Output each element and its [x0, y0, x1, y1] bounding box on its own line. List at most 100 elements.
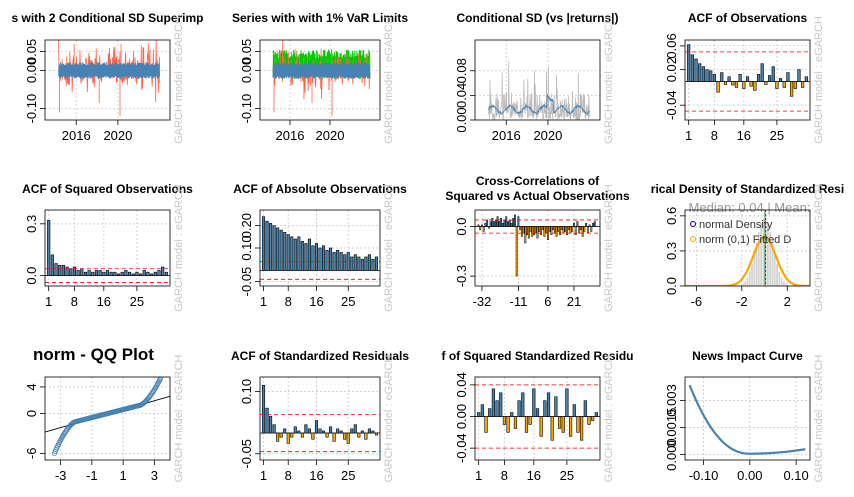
ccf-bar — [500, 218, 502, 227]
acf-bar — [98, 270, 102, 276]
x-tick-label: -11 — [509, 294, 527, 309]
acf-bar — [561, 416, 565, 433]
acf-bar — [269, 223, 273, 271]
plot-area — [475, 377, 600, 460]
acf-bar — [290, 432, 294, 438]
acf-bar — [801, 81, 805, 88]
acf-bar — [535, 408, 540, 417]
panel-title-line-2: Squared vs Actual Observations — [445, 189, 630, 203]
acf-bar — [153, 271, 157, 276]
acf-bar — [127, 271, 132, 276]
ccf-bar — [574, 226, 577, 236]
ccf-bar — [508, 219, 511, 227]
acf-bar — [367, 254, 371, 271]
panel-p8: normal Density norm (0,1) Fitted D Median:… — [651, 182, 844, 312]
acf-bar — [767, 75, 772, 82]
hist-bar — [787, 284, 790, 286]
x-tick-label: 16 — [737, 128, 751, 143]
side-watermark: GARCH model : eGARCH — [603, 16, 615, 144]
acf-bar — [367, 428, 371, 434]
acf-bar — [357, 256, 361, 271]
panel-title: ACF of Standardized Residuals — [231, 349, 409, 363]
acf-bar — [297, 430, 301, 434]
y-tick-label: 0.05 — [24, 39, 39, 64]
y-tick-label: 0.0015 — [664, 408, 679, 448]
ccf-bar — [576, 221, 579, 227]
acf-bar — [753, 81, 757, 91]
acf-bar — [105, 270, 110, 276]
x-tick-label: 25 — [130, 294, 144, 309]
y-tick-label: -0.10 — [24, 94, 39, 124]
acf-bar — [69, 268, 73, 276]
y-tick-label: 0.0 — [454, 217, 469, 235]
acf-bar — [131, 273, 135, 276]
acf-bar — [124, 270, 128, 276]
x-tick-label: 1 — [685, 128, 692, 143]
acf-bar — [325, 432, 329, 438]
x-tick-label: -1 — [86, 468, 98, 483]
acf-bar — [293, 426, 297, 434]
acf-bar — [698, 63, 702, 82]
acf-bar — [742, 81, 746, 89]
x-tick-label: 21 — [567, 294, 581, 309]
acf-bar — [318, 247, 322, 271]
plot-area — [260, 210, 380, 286]
acf-bar — [690, 54, 694, 82]
acf-bar — [734, 81, 739, 88]
acf-bar — [311, 432, 315, 440]
acf-bar — [350, 428, 354, 434]
y-tick-label: 0.04 — [454, 83, 469, 108]
acf-bar — [261, 384, 266, 434]
x-tick-label: 25 — [341, 468, 355, 483]
acf-bar — [712, 74, 716, 82]
acf-bar — [502, 416, 506, 425]
acf-bar — [300, 432, 304, 438]
acf-bar — [499, 392, 503, 417]
acf-bar — [786, 72, 790, 82]
acf-bar — [290, 236, 294, 271]
acf-bar — [311, 245, 315, 271]
panel-title: Cross-Correlations of — [476, 174, 600, 188]
panel-title: norm - QQ Plot — [33, 345, 154, 364]
plot-frame — [474, 39, 601, 121]
ccf-bar — [585, 222, 588, 227]
acf-bar — [139, 273, 143, 276]
panel-title: News Impact Curve — [692, 349, 803, 363]
side-watermark: GARCH model : eGARCH — [813, 16, 825, 144]
x-tick-label: 1 — [475, 468, 482, 483]
ccf-bar — [498, 221, 501, 227]
ccf-bar — [538, 226, 541, 232]
acf-bar — [572, 404, 576, 417]
y-tick-label: -6 — [24, 448, 39, 460]
acf-bar — [782, 81, 786, 88]
acf-bar — [723, 81, 728, 85]
acf-bar — [488, 408, 492, 417]
ccf-bar — [487, 226, 490, 229]
plot-area — [45, 377, 170, 460]
qq-point — [149, 390, 155, 396]
y-tick-label: 0.06 — [664, 33, 679, 58]
y-tick-label: 0.08 — [454, 58, 469, 83]
x-tick-label: 2016 — [492, 128, 521, 143]
x-tick-label: 8 — [711, 128, 718, 143]
acf-bar — [300, 240, 304, 271]
ccf-bar — [522, 226, 525, 234]
plot-frame — [684, 39, 811, 121]
acf-bar — [80, 268, 84, 276]
acf-bar — [304, 424, 308, 434]
legend-label: normal Density — [699, 219, 773, 231]
hist-bar — [780, 277, 783, 286]
ccf-bar — [545, 226, 548, 234]
acf-bar — [510, 412, 514, 417]
ccf-bar — [484, 222, 487, 227]
acf-bar — [161, 266, 165, 276]
ccf-bar — [529, 226, 532, 232]
ccf-bar — [559, 226, 561, 236]
x-tick-label: 2016 — [62, 128, 91, 143]
ccf-bar — [562, 226, 565, 234]
acf-bar — [371, 258, 375, 271]
ccf-bar — [494, 219, 497, 227]
y-tick-label: 0.3 — [664, 242, 679, 260]
acf-bar — [94, 270, 99, 276]
acf-bar — [343, 432, 347, 440]
